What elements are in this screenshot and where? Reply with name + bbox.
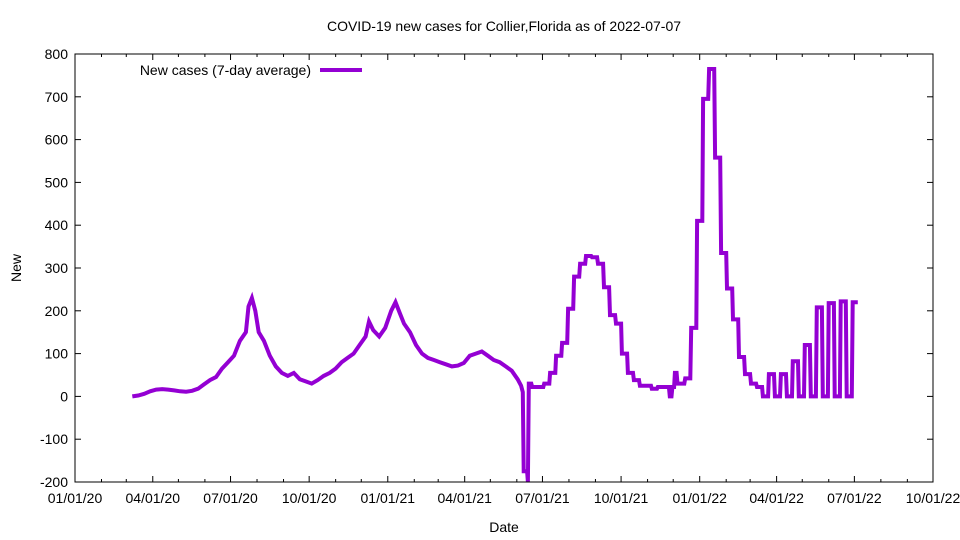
- y-tick-label: 800: [45, 46, 69, 62]
- y-tick-label: 700: [45, 89, 69, 105]
- x-tick-label: 10/01/21: [594, 490, 649, 506]
- x-tick-label: 10/01/22: [906, 490, 960, 506]
- y-tick-label: 0: [60, 388, 68, 404]
- legend-label: New cases (7-day average): [140, 62, 311, 78]
- legend: New cases (7-day average): [140, 62, 362, 78]
- y-tick-label: 400: [45, 217, 69, 233]
- y-tick-label: 500: [45, 174, 69, 190]
- y-tick-label: 200: [45, 303, 69, 319]
- x-tick-label: 10/01/20: [282, 490, 337, 506]
- x-tick-label: 01/01/20: [48, 490, 103, 506]
- axis-ticks: -200 -100 0 100 200 300 400 500 600 700 800 01/01/2…: [40, 46, 960, 506]
- y-tick-label: -100: [40, 431, 68, 447]
- x-tick-label: 01/01/22: [672, 490, 727, 506]
- y-tick-label: -200: [40, 474, 68, 490]
- x-tick-label: 07/01/22: [827, 490, 882, 506]
- y-axis-label: New: [8, 253, 24, 282]
- chart-title: COVID-19 new cases for Collier,Florida a…: [327, 18, 681, 34]
- x-axis-label: Date: [489, 519, 519, 535]
- x-tick-label: 07/01/21: [515, 490, 570, 506]
- y-tick-label: 300: [45, 260, 69, 276]
- x-tick-label: 01/01/21: [361, 490, 416, 506]
- x-tick-label: 07/01/20: [203, 490, 258, 506]
- series-line: [131, 67, 858, 483]
- plot-frame: [74, 53, 934, 483]
- y-tick-label: 600: [45, 132, 69, 148]
- x-tick-label: 04/01/20: [126, 490, 181, 506]
- y-tick-label: 100: [45, 346, 69, 362]
- x-tick-label: 04/01/22: [749, 490, 804, 506]
- x-tick-label: 04/01/21: [437, 490, 492, 506]
- plot-area: [131, 67, 858, 483]
